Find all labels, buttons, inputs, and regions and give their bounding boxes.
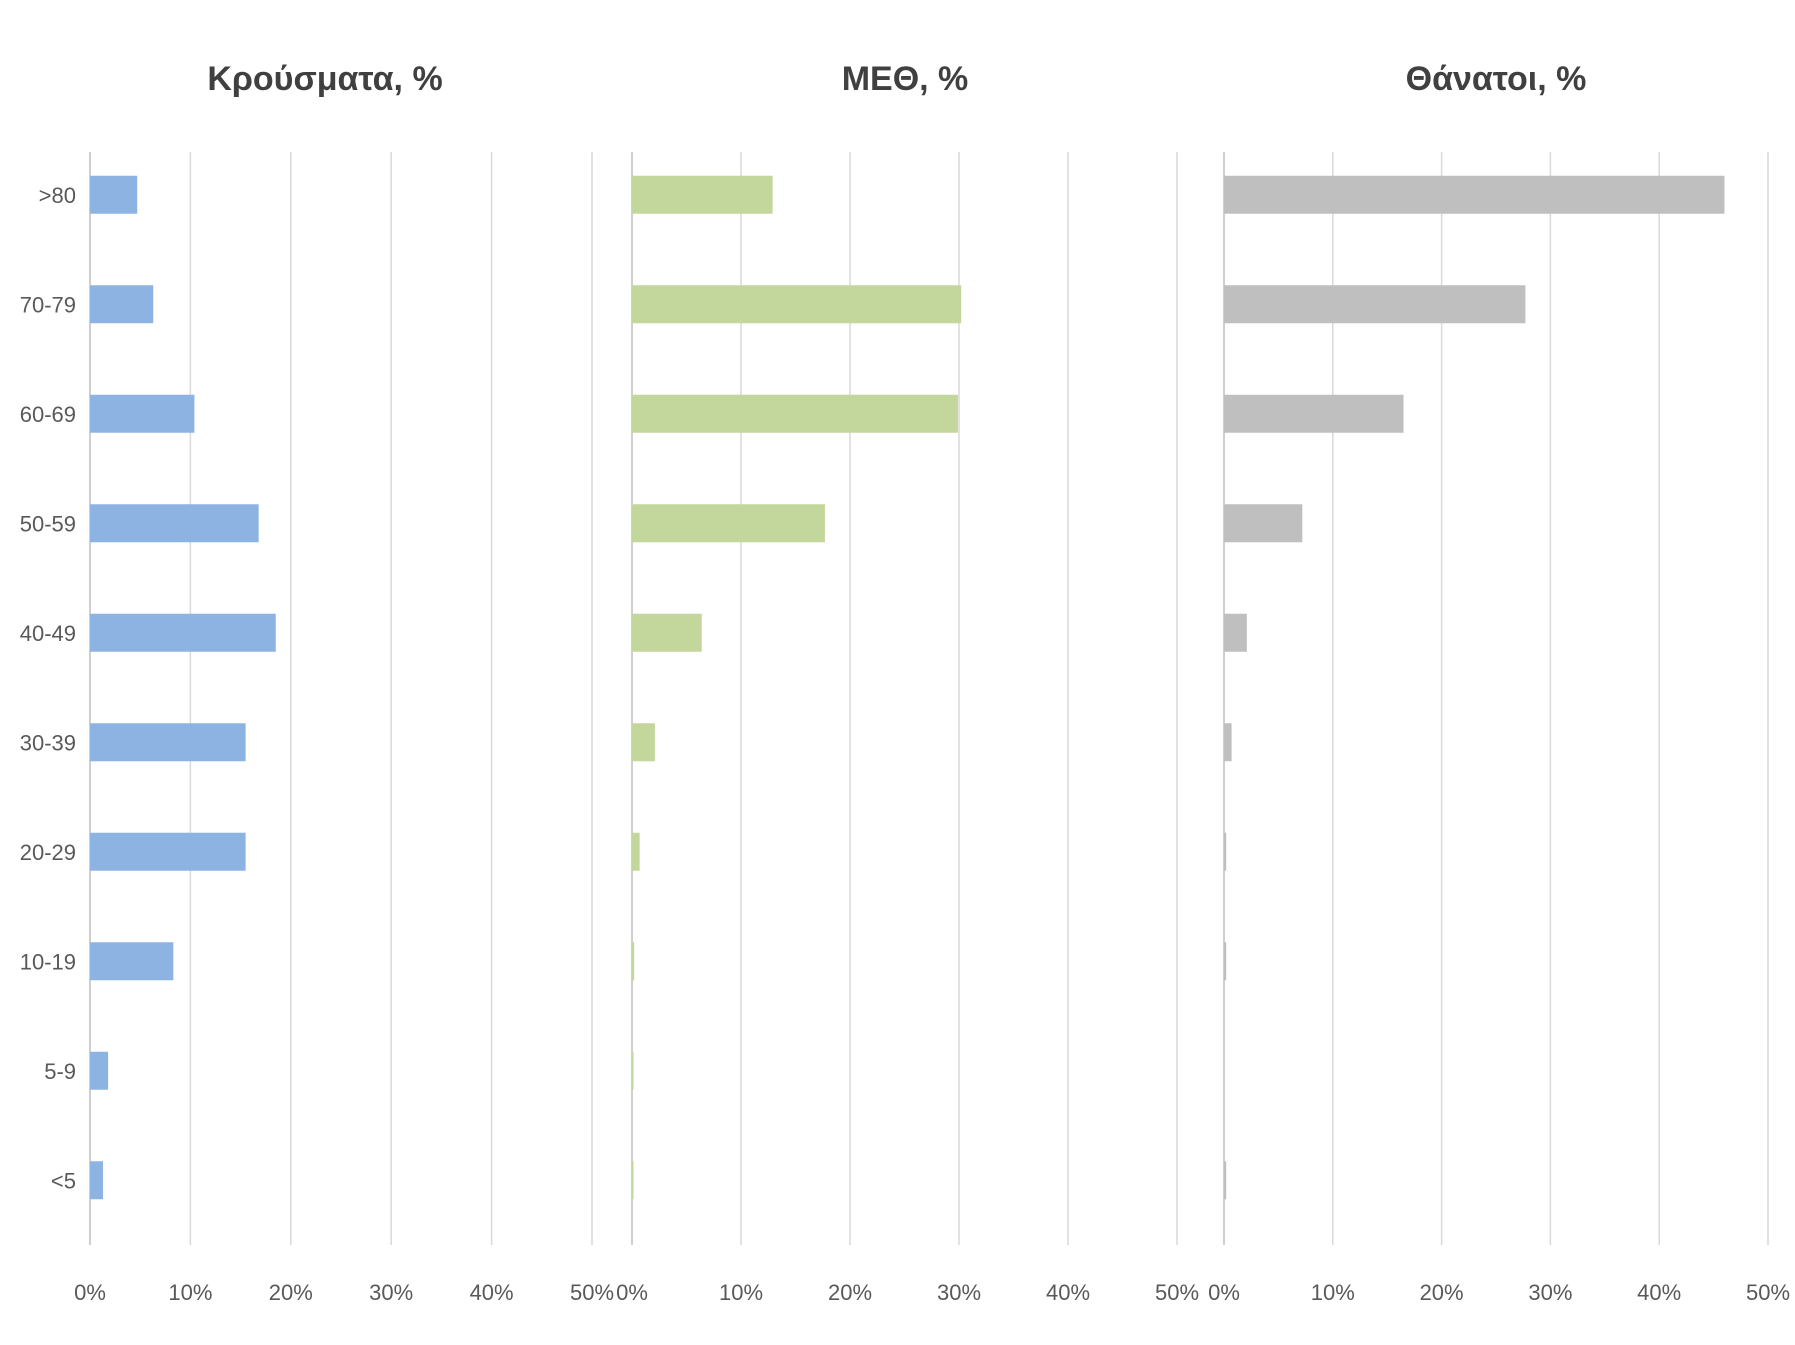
cases-bar bbox=[90, 1051, 109, 1090]
deaths-x-tick-label: 10% bbox=[1311, 1280, 1355, 1305]
deaths-bar bbox=[1224, 394, 1404, 433]
icu-x-tick-label: 0% bbox=[616, 1280, 648, 1305]
cases-bar bbox=[90, 942, 174, 981]
cases-x-tick-label: 40% bbox=[470, 1280, 514, 1305]
cases-panel: Κρούσματα, % 0% 10% 20% 30% 40% 50% >80 70-79 60-… bbox=[20, 60, 614, 1305]
icu-bar bbox=[632, 942, 635, 981]
deaths-bar bbox=[1224, 942, 1227, 981]
cases-bar bbox=[90, 723, 246, 762]
deaths-x-tick-label: 50% bbox=[1746, 1280, 1790, 1305]
icu-x-tick-label: 50% bbox=[1155, 1280, 1199, 1305]
cases-x-tick-label: 0% bbox=[74, 1280, 106, 1305]
cases-bar bbox=[90, 285, 154, 324]
cases-x-tick-label: 10% bbox=[168, 1280, 212, 1305]
cases-x-tick-label: 30% bbox=[369, 1280, 413, 1305]
cases-bar bbox=[90, 1161, 104, 1200]
deaths-title: Θάνατοι, % bbox=[1406, 60, 1587, 98]
deaths-x-tick-label: 30% bbox=[1528, 1280, 1572, 1305]
age-group-label: 60-69 bbox=[20, 402, 76, 427]
deaths-panel: Θάνατοι, % 0% 10% 20% 30% 40% 50% bbox=[1208, 60, 1790, 1305]
icu-bar bbox=[632, 504, 825, 543]
age-group-label: 70-79 bbox=[20, 292, 76, 317]
icu-x-tick-label: 40% bbox=[1046, 1280, 1090, 1305]
icu-bar bbox=[632, 1051, 634, 1090]
deaths-bar bbox=[1224, 832, 1227, 871]
deaths-bar bbox=[1224, 723, 1232, 762]
age-group-label: 40-49 bbox=[20, 621, 76, 646]
deaths-bar bbox=[1224, 175, 1725, 214]
cases-bar bbox=[90, 175, 138, 214]
icu-x-tick-label: 30% bbox=[937, 1280, 981, 1305]
cases-bar bbox=[90, 613, 276, 652]
age-group-label: <5 bbox=[51, 1168, 76, 1193]
age-group-label: 20-29 bbox=[20, 840, 76, 865]
deaths-bar bbox=[1224, 504, 1303, 543]
cases-bar bbox=[90, 832, 246, 871]
age-group-label: 50-59 bbox=[20, 511, 76, 536]
cases-x-tick-label: 20% bbox=[269, 1280, 313, 1305]
icu-panel: ΜΕΘ, % 0% 10% 20% 30% 40% 50% bbox=[616, 60, 1199, 1305]
age-group-label: 5-9 bbox=[44, 1059, 76, 1084]
icu-bar bbox=[632, 175, 773, 214]
icu-bar bbox=[632, 285, 962, 324]
cases-title: Κρούσματα, % bbox=[207, 60, 442, 98]
age-group-label: 30-39 bbox=[20, 730, 76, 755]
icu-bar bbox=[632, 394, 958, 433]
age-group-label: 10-19 bbox=[20, 949, 76, 974]
age-group-label: >80 bbox=[39, 183, 76, 208]
icu-bar bbox=[632, 1161, 634, 1200]
icu-title: ΜΕΘ, % bbox=[842, 60, 969, 98]
cases-bar bbox=[90, 504, 259, 543]
icu-x-tick-label: 10% bbox=[719, 1280, 763, 1305]
cases-bar bbox=[90, 394, 195, 433]
icu-bar bbox=[632, 723, 655, 762]
deaths-bar bbox=[1224, 613, 1247, 652]
icu-x-tick-label: 20% bbox=[828, 1280, 872, 1305]
deaths-x-tick-label: 0% bbox=[1208, 1280, 1240, 1305]
icu-bar bbox=[632, 613, 702, 652]
deaths-bar bbox=[1224, 285, 1526, 324]
cases-x-tick-label: 50% bbox=[570, 1280, 614, 1305]
deaths-bar bbox=[1224, 1161, 1227, 1200]
icu-bar bbox=[632, 832, 640, 871]
deaths-x-tick-label: 20% bbox=[1420, 1280, 1464, 1305]
deaths-x-tick-label: 40% bbox=[1637, 1280, 1681, 1305]
